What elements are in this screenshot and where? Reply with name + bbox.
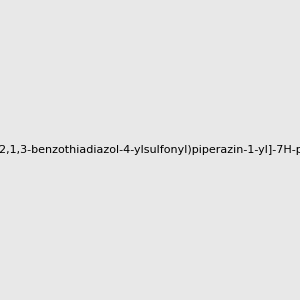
Text: 6-[4-(2,1,3-benzothiadiazol-4-ylsulfonyl)piperazin-1-yl]-7H-purine: 6-[4-(2,1,3-benzothiadiazol-4-ylsulfonyl… xyxy=(0,145,300,155)
